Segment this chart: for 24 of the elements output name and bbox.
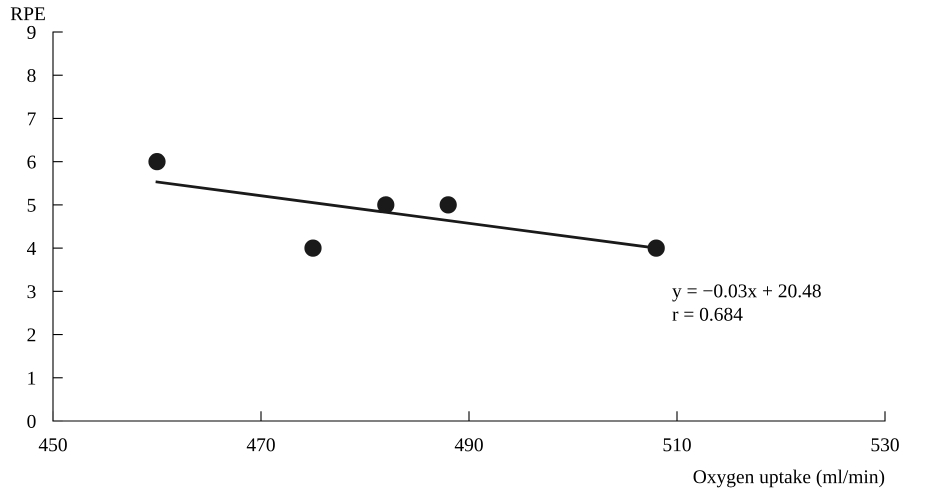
y-tick-label: 4 [26, 242, 36, 255]
y-tick-label: 8 [27, 69, 36, 82]
x-axis-title: Oxygen uptake (ml/min) [694, 470, 884, 488]
y-tick-label: 5 [28, 198, 36, 212]
x-tick-label: 450 [38, 438, 67, 452]
x-tick-label: 470 [246, 438, 275, 452]
y-tick-label: 0 [27, 414, 36, 428]
y-tick-label: 9 [27, 26, 36, 39]
y-tick-label: 1 [28, 372, 36, 385]
annotation: y = −0.03x + 20.48 [672, 284, 821, 302]
point [648, 240, 665, 257]
point [148, 153, 166, 170]
y-tick-label: 2 [27, 328, 36, 342]
x-tick-label: 530 [872, 438, 899, 452]
y-axis-title: RPE [10, 7, 45, 20]
x-tick-label: 510 [664, 438, 691, 452]
y-tick-label: 6 [27, 156, 36, 169]
y-tick-label: 3 [28, 285, 36, 298]
point [304, 240, 322, 257]
y-tick-label: 7 [28, 112, 36, 126]
x-tick-label: 490 [454, 438, 483, 452]
point [440, 196, 457, 214]
point [377, 196, 394, 214]
annotation: r = 0.684 [672, 308, 743, 321]
